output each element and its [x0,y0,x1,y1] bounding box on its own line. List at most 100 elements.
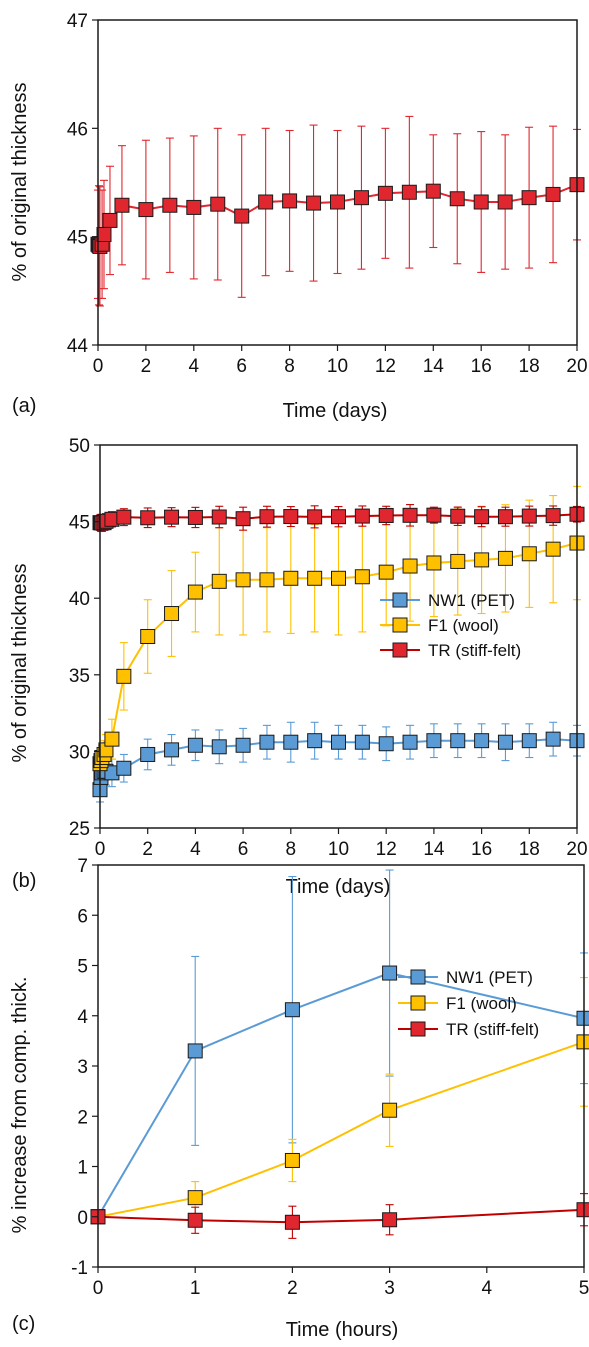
data-point [449,191,465,207]
data-point [140,746,156,762]
data-point [259,734,275,750]
x-tick-label: 2 [287,1278,298,1299]
data-point [284,1152,300,1168]
data-point [114,197,130,213]
panel-label: (b) [12,870,36,892]
data-point [306,195,322,211]
data-point [187,1043,203,1059]
data-point [521,190,537,206]
x-tick-label: 4 [190,839,201,860]
legend-label: NW1 (PET) [428,591,515,610]
x-tick-label: 0 [95,839,106,860]
data-point [259,572,275,588]
data-point [162,197,178,213]
data-point [331,509,346,525]
y-tick-label: 46 [67,119,88,140]
x-tick-label: 20 [566,839,587,860]
legend-item-f1: F1 (wool) [380,616,499,635]
plot-frame [92,19,578,351]
x-tick-label: 20 [566,356,587,377]
y-tick-labels: 44 45 46 47 [67,11,89,357]
data-point [140,510,156,526]
data-point [259,509,275,525]
data-point [186,199,202,215]
y-tick-label: 30 [69,742,90,763]
data-point [164,742,180,758]
legend-label: F1 (wool) [428,616,499,635]
data-point [284,1002,300,1018]
x-tick-label: 3 [384,1278,395,1299]
data-point [234,208,250,224]
plot-frame [92,864,585,1273]
x-tick-label: 4 [189,356,200,377]
data-point [402,558,418,574]
legend: NW1 (PET) F1 (wool) TR (stiff-felt) [398,968,539,1039]
x-tick-label: 0 [93,356,104,377]
data-point [96,227,112,242]
x-tick-label: 10 [327,356,348,377]
data-point [283,734,299,750]
legend-item-nw1: NW1 (PET) [380,591,515,610]
data-point [187,584,203,600]
data-point [354,569,370,585]
y-tick-label: 0 [77,1208,88,1229]
data-point [521,546,537,562]
data-point [116,509,132,525]
chart-panel-b: 25 30 35 40 45 50 0 2 4 6 8 10 12 14 16 18 20 NW1 (PET)… [9,436,588,898]
x-tick-label: 5 [579,1278,589,1299]
y-tick-label: 4 [77,1007,88,1028]
data-point [576,1202,589,1218]
data-point [378,507,394,523]
y-tick-label: 47 [67,11,88,32]
x-tick-labels: 0 2 4 6 8 10 12 14 16 18 20 [95,839,588,860]
y-tick-label: 1 [77,1158,88,1179]
y-tick-label: -1 [71,1258,88,1279]
y-tick-labels: -1 0 1 2 3 4 5 6 7 [71,856,88,1279]
y-tick-label: 3 [77,1057,88,1078]
y-tick-label: 25 [69,819,90,840]
data-point [282,193,298,209]
x-axis-label: Time (days) [286,876,391,898]
x-tick-label: 2 [142,839,153,860]
data-point [307,570,323,586]
x-tick-label: 10 [328,839,349,860]
data-point [211,509,227,525]
x-tick-label: 16 [471,356,492,377]
series-markers [90,965,589,1230]
data-point [545,731,561,747]
data-point [187,1212,203,1228]
y-axis-label: % of original thickness [9,83,31,282]
data-point [331,570,346,586]
x-axis-label: Time (days) [283,400,388,422]
x-tick-label: 18 [519,356,540,377]
data-point [497,550,513,566]
legend-label: TR (stiff-felt) [446,1020,539,1039]
y-tick-labels: 25 30 35 40 45 50 [69,436,90,840]
data-point [521,733,537,749]
data-point [164,606,180,622]
data-point [377,185,393,201]
panel-label: (c) [12,1313,35,1335]
x-tick-label: 8 [286,839,297,860]
data-point [187,1190,203,1206]
legend-label: TR (stiff-felt) [428,641,521,660]
data-point [284,1214,300,1230]
data-point [116,668,132,684]
data-point [521,508,537,524]
data-point [545,508,561,524]
data-point [426,555,442,571]
panel-label: (a) [12,395,36,417]
data-point [187,509,203,525]
series-line [97,1040,585,1218]
y-tick-label: 7 [77,856,88,877]
legend: NW1 (PET) F1 (wool) TR (stiff-felt) [380,591,521,660]
y-tick-label: 45 [69,513,90,534]
data-point [382,965,398,981]
y-axis-label: % of original thickness [9,564,31,763]
legend-label: F1 (wool) [446,994,517,1013]
x-tick-label: 6 [236,356,247,377]
series-markers [92,506,585,798]
